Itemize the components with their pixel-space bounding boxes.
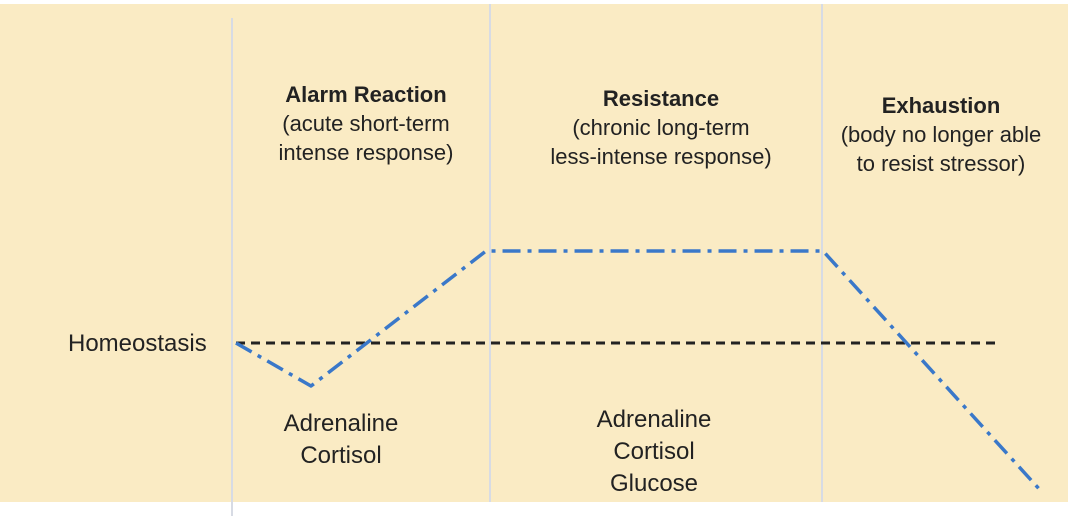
stage-divider-2 <box>489 4 491 502</box>
alarm-reaction-desc-1: (acute short-term <box>282 111 450 136</box>
alarm-hormone-2: Cortisol <box>300 442 382 469</box>
exhaustion-desc-2: to resist stressor) <box>856 151 1026 176</box>
stage-divider-1 <box>231 18 233 516</box>
resistance-hormone-2: Cortisol <box>613 438 695 465</box>
resistance-title: Resistance <box>602 86 720 111</box>
exhaustion-desc-1: (body no longer able <box>840 122 1042 147</box>
diagram-background <box>0 4 1068 502</box>
resistance-desc-1: (chronic long-term <box>572 115 750 140</box>
stress-response-curve <box>235 249 1043 493</box>
resistance-hormone-1: Adrenaline <box>596 406 712 433</box>
resistance-hormones: Adrenaline Cortisol Glucose <box>564 404 744 500</box>
alarm-reaction-title: Alarm Reaction <box>285 82 447 107</box>
exhaustion-title: Exhaustion <box>881 93 1001 118</box>
alarm-reaction-label: Alarm Reaction (acute short-term intense… <box>246 80 486 167</box>
resistance-hormone-3: Glucose <box>609 470 699 497</box>
stage-divider-3 <box>821 4 823 502</box>
resistance-desc-2: less-intense response) <box>550 144 772 169</box>
exhaustion-label: Exhaustion (body no longer able to resis… <box>826 91 1056 178</box>
homeostasis-label: Homeostasis <box>68 330 207 357</box>
resistance-label: Resistance (chronic long-term less-inten… <box>521 84 801 171</box>
alarm-hormones: Adrenaline Cortisol <box>251 408 431 472</box>
alarm-reaction-desc-2: intense response) <box>278 140 454 165</box>
alarm-hormone-1: Adrenaline <box>283 410 399 437</box>
